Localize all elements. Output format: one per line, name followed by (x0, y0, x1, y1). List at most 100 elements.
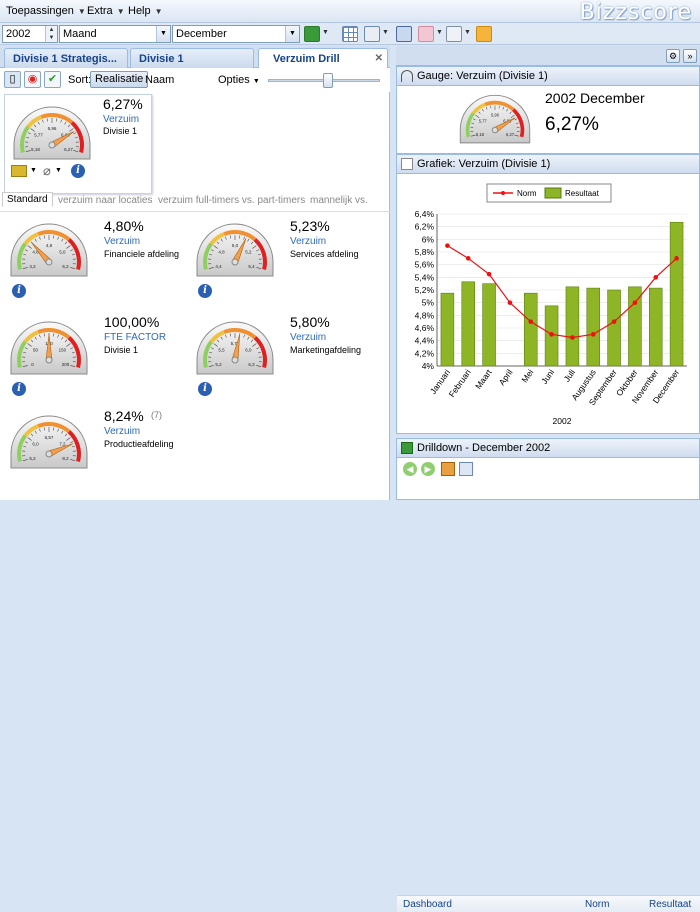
gauge-subject: Services afdeling (290, 249, 359, 259)
y-tick-label: 6% (422, 234, 435, 244)
gauge-kpi: Verzuim (104, 426, 140, 437)
gauge-tick-label: 4,4 (215, 264, 222, 269)
y-tick-label: 4,4% (415, 336, 435, 346)
column-resultaat[interactable]: Resultaat (649, 899, 691, 910)
copy-icon[interactable] (446, 26, 462, 42)
forward-icon[interactable] (418, 26, 434, 42)
bar (670, 222, 683, 366)
sub-toolbar: ▯ ◉ ✔ Sort: Realisatie Naam Opties ▼ (0, 68, 390, 92)
spinner-icon[interactable]: ▲▼ (45, 26, 57, 42)
gauge-hub (49, 142, 55, 148)
column-norm[interactable]: Norm (585, 899, 609, 910)
filter-tab-locaties[interactable]: verzuim naar locaties (58, 195, 152, 206)
x-tick-label: Mei (519, 367, 535, 384)
info-icon[interactable]: i (12, 284, 26, 298)
sort-naam-button[interactable]: Naam (145, 74, 174, 86)
back-icon[interactable]: ◀ (403, 462, 417, 476)
info-icon[interactable]: i (71, 164, 85, 178)
refresh-icon[interactable] (304, 26, 320, 42)
record-icon[interactable]: ◉ (24, 71, 41, 88)
tab-strip: Divisie 1 Strategis... Divisie 1 Verzuim… (0, 46, 390, 68)
x-axis-label: 2002 (553, 416, 572, 426)
chevron-down-icon[interactable]: ▼ (285, 26, 299, 42)
column-dashboard[interactable]: Dashboard (403, 899, 452, 910)
chevron-down-icon: ▼ (253, 78, 260, 85)
copy-icon[interactable] (459, 462, 473, 476)
filter-tab-mannelijk[interactable]: mannelijk vs. (310, 195, 368, 206)
chevron-down-icon[interactable]: ▼ (382, 29, 389, 36)
hierarchy-icon[interactable] (396, 26, 412, 42)
bar (628, 287, 641, 366)
period-type-select[interactable]: Maand▼ (59, 25, 171, 43)
sort-realisatie-button[interactable]: Realisatie (90, 71, 148, 88)
info-icon[interactable]: i (198, 382, 212, 396)
chevron-down-icon[interactable]: ▼ (30, 167, 37, 174)
drilldown-panel-body: ◀ ▶ Dashboard Norm Resultaat (396, 458, 700, 500)
mail-icon[interactable] (11, 165, 27, 177)
menu-toepassingen[interactable]: Toepassingen▼ (6, 5, 86, 17)
key-icon[interactable] (476, 26, 492, 42)
y-tick-label: 5,8% (415, 247, 435, 257)
chevron-down-icon: ▼ (78, 7, 86, 16)
tab-divisie-1-strategisch[interactable]: Divisie 1 Strategis... (4, 48, 128, 68)
gauge-panel-header: Gauge: Verzuim (Divisie 1) (396, 66, 700, 86)
gauge-tick-label: 6,3 (248, 362, 255, 367)
menu-extra[interactable]: Extra▼ (87, 5, 125, 17)
gauge-value: 5,80% (290, 314, 330, 330)
filter-tab-standard[interactable]: Standard (2, 192, 53, 207)
chevron-down-icon[interactable]: ▼ (55, 167, 62, 174)
y-tick-label: 4% (422, 361, 435, 371)
gauge-value: 6,27% (103, 96, 143, 112)
y-tick-label: 5,4% (415, 272, 435, 282)
chart-icon (401, 158, 413, 170)
zoom-slider[interactable] (268, 79, 380, 82)
chevron-down-icon: ▼ (155, 7, 163, 16)
y-tick-label: 4,8% (415, 310, 435, 320)
gauge-tick-label: 6,27 (64, 147, 73, 152)
gauge-subject: Financiele afdeling (104, 249, 179, 259)
gauge-value: 8,24% (104, 408, 144, 424)
gauge-tick-label: 50 (33, 348, 39, 353)
bar (483, 284, 496, 366)
norm-point (487, 272, 492, 277)
legend-bar-swatch (545, 188, 561, 198)
drilldown-panel-header: Drilldown - December 2002 (396, 438, 700, 458)
gauge-tick-label: 5,2 (62, 264, 69, 269)
gauge-tick-label: 5,96 (48, 126, 57, 131)
hierarchy-icon (401, 442, 413, 454)
gauge-tick-label: 6,0 (245, 348, 252, 353)
norm-point (466, 256, 471, 261)
y-tick-label: 5,2% (415, 285, 435, 295)
attachment-icon[interactable]: ⌀ (43, 163, 51, 179)
grid-icon[interactable] (342, 26, 358, 42)
chevron-down-icon[interactable]: ▼ (156, 26, 170, 42)
gauge-kpi: Verzuim (103, 114, 139, 125)
left-panel: Divisie 1 Strategis... Divisie 1 Verzuim… (0, 46, 390, 500)
chevron-down-icon[interactable]: ▼ (322, 29, 329, 36)
pin-icon[interactable]: ▯ (4, 71, 21, 88)
info-icon[interactable]: i (198, 284, 212, 298)
norm-point (591, 332, 596, 337)
filter-tab-fulltimers[interactable]: verzuim full-timers vs. part-timers (158, 195, 305, 206)
check-icon[interactable]: ✔ (44, 71, 61, 88)
menu-help[interactable]: Help▼ (128, 5, 163, 17)
opties-menu[interactable]: Opties ▼ (218, 74, 260, 86)
window-icon[interactable] (364, 26, 380, 42)
home-icon[interactable] (441, 462, 455, 476)
close-icon[interactable]: ✕ (375, 53, 383, 64)
tab-divisie-1[interactable]: Divisie 1 (130, 48, 254, 68)
info-icon[interactable]: i (12, 382, 26, 396)
gauge-hub (232, 259, 238, 265)
gauge-financiele: 4,24,64,85,05,2 (6, 216, 92, 286)
tab-verzuim-drill[interactable]: Verzuim Drill ✕ (258, 48, 388, 69)
forward-icon[interactable]: ▶ (421, 462, 435, 476)
chevron-down-icon[interactable]: ▼ (436, 29, 443, 36)
y-tick-label: 5% (422, 298, 435, 308)
year-stepper[interactable]: 2002▲▼ (2, 25, 58, 43)
slider-thumb[interactable] (323, 73, 333, 88)
chevron-down-icon[interactable]: ▼ (464, 29, 471, 36)
month-select[interactable]: December▼ (172, 25, 300, 43)
